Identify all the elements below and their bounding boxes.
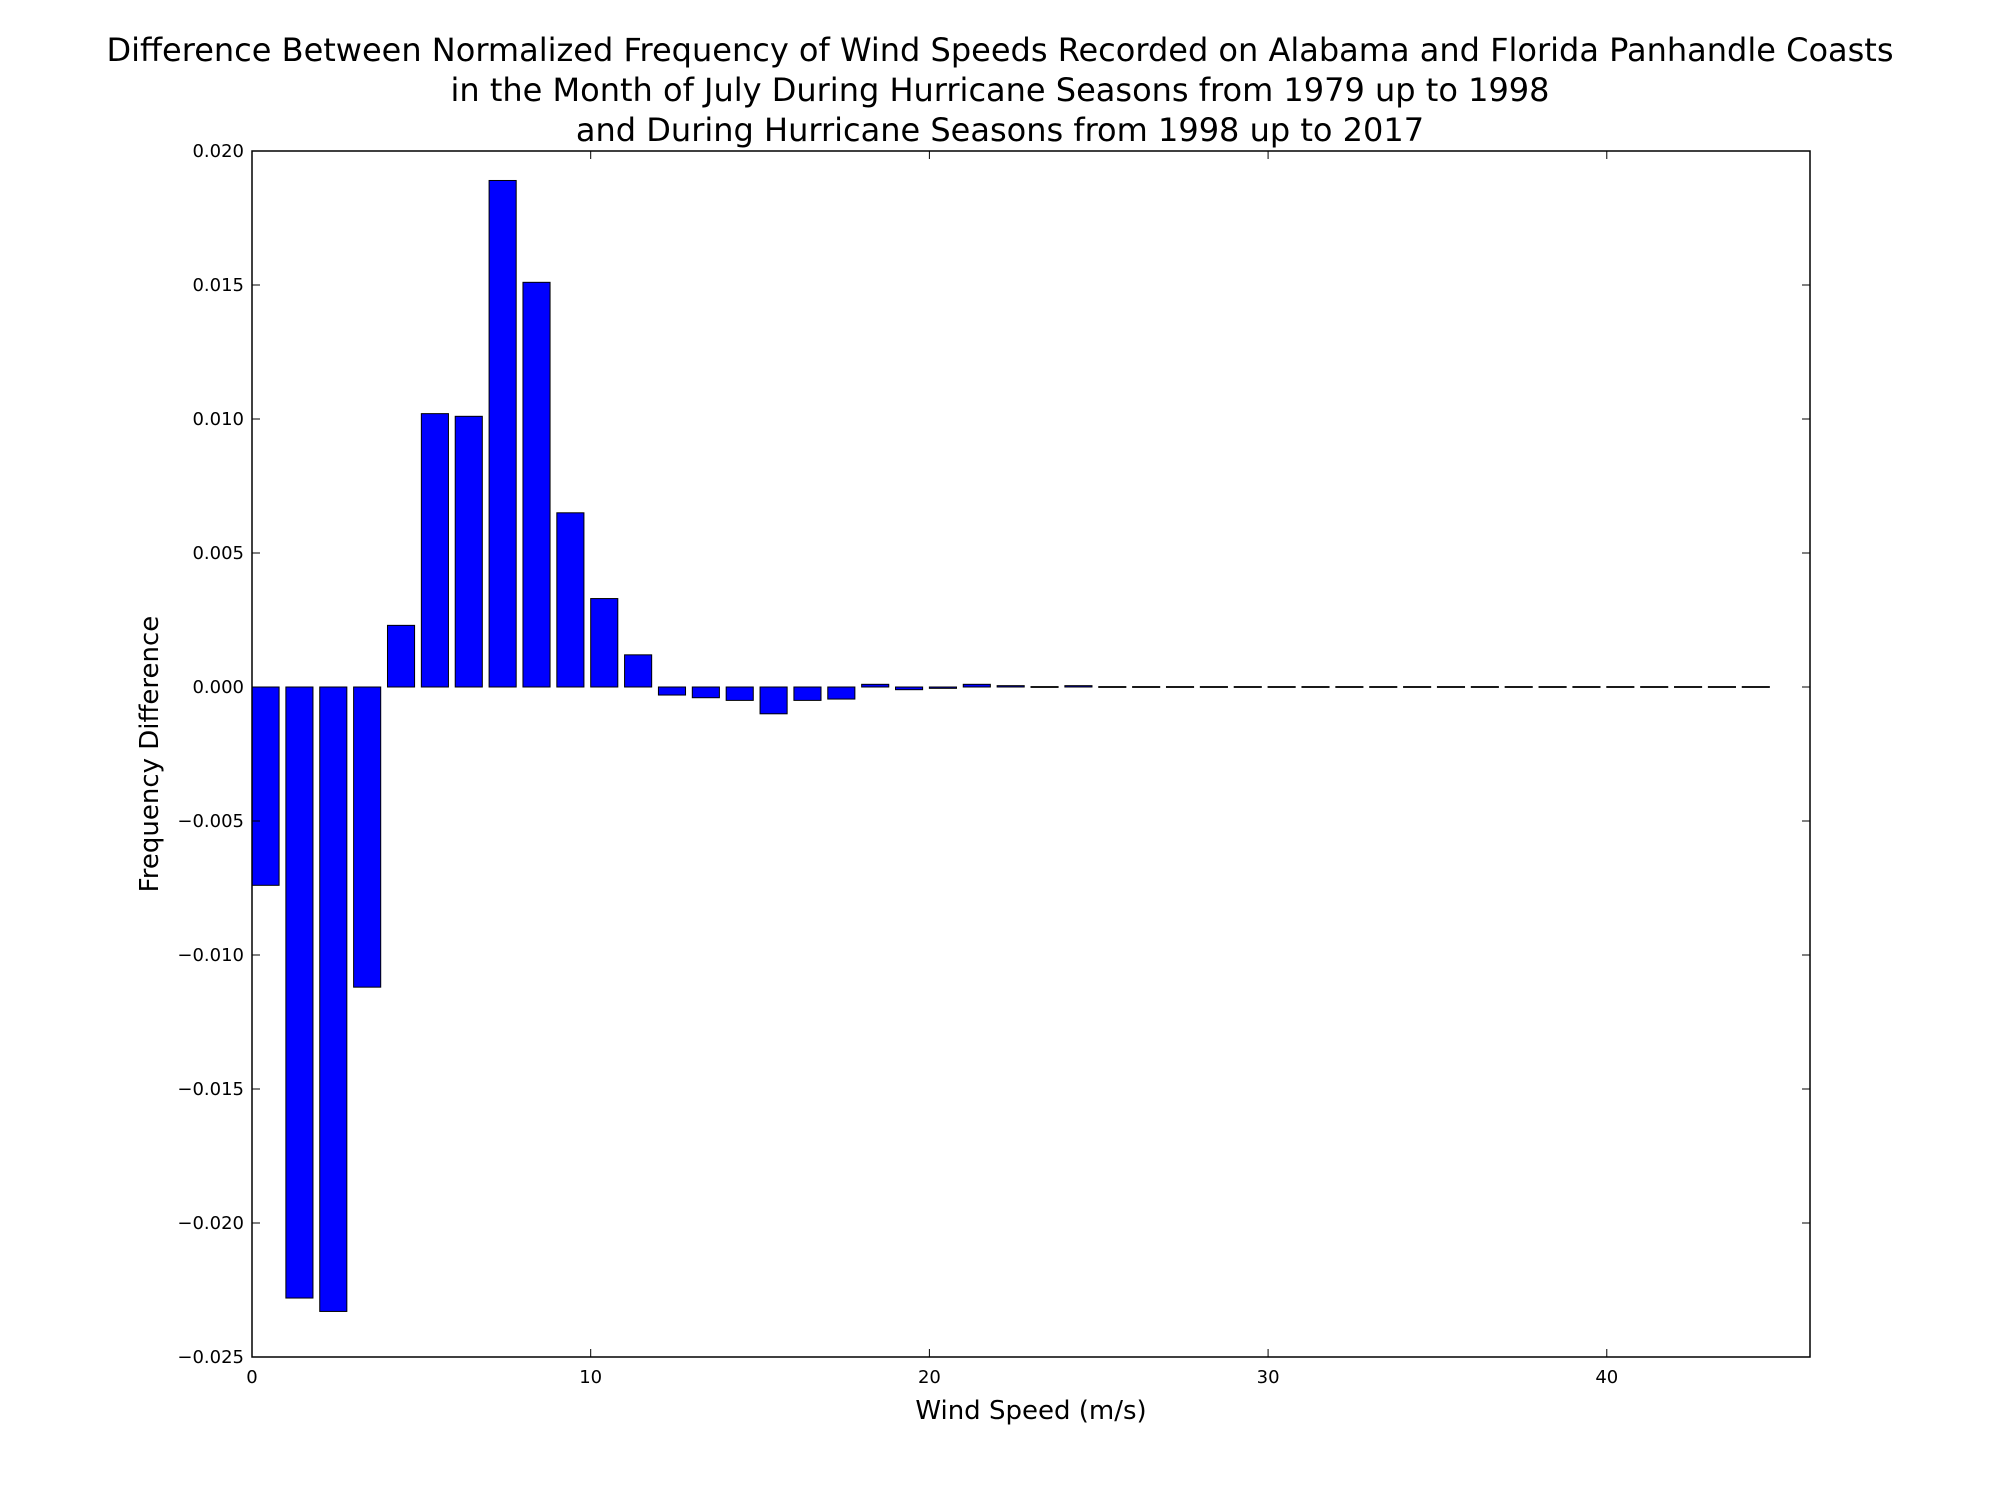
bar-11: [624, 654, 653, 688]
bar-9: [556, 512, 585, 688]
bar-28: [1199, 686, 1228, 688]
bar-29: [1233, 686, 1262, 688]
bar-21: [962, 683, 991, 688]
x-tick-label: 10: [579, 1367, 602, 1388]
y-tick-label: −0.025: [177, 1347, 244, 1368]
bar-34: [1403, 686, 1432, 688]
bar-38: [1538, 686, 1567, 688]
y-tick-label: 0.020: [192, 141, 244, 162]
bar-7: [488, 179, 517, 688]
bar-22: [996, 685, 1025, 688]
bar-15: [759, 686, 788, 715]
bar-19: [895, 686, 924, 691]
x-tick-label: 30: [1257, 1367, 1280, 1388]
y-tick-label: −0.020: [177, 1213, 244, 1234]
bar-33: [1369, 686, 1398, 688]
bar-40: [1606, 686, 1635, 688]
bar-18: [861, 683, 890, 688]
bar-32: [1335, 686, 1364, 688]
bar-14: [725, 686, 754, 701]
bar-35: [1436, 686, 1466, 688]
bar-42: [1674, 686, 1703, 688]
bar-13: [691, 686, 720, 699]
ticks-group: 0 10 20 30 40 −0.025 −0.020 −0.015 −0.010 −0.005 0…: [177, 141, 1810, 1388]
x-axis-label: Wind Speed (m/s): [915, 1396, 1146, 1426]
y-axis-label: Frequency Difference: [135, 616, 165, 893]
bar-39: [1572, 686, 1601, 688]
bar-12: [657, 686, 687, 696]
y-tick-label: 0.015: [192, 275, 244, 296]
bar-16: [793, 686, 822, 701]
bar-20: [928, 686, 957, 689]
bar-0: [251, 686, 280, 886]
chart-title-line-3: and During Hurricane Seasons from 1998 u…: [575, 111, 1425, 149]
bar-27: [1165, 686, 1195, 688]
y-tick-label: −0.010: [177, 945, 244, 966]
chart-title-line-1: Difference Between Normalized Frequency …: [106, 31, 1894, 69]
y-tick-label: −0.005: [177, 811, 244, 832]
y-tick-label: −0.015: [177, 1079, 244, 1100]
bar-36: [1470, 686, 1499, 688]
y-tick-label: 0.005: [192, 543, 244, 564]
bar-30: [1267, 686, 1296, 688]
x-tick-label: 0: [246, 1367, 257, 1388]
bar-23: [1030, 686, 1059, 688]
y-tick-label: 0.010: [192, 409, 244, 430]
bar-26: [1132, 686, 1161, 688]
bar-25: [1098, 686, 1127, 688]
bar-43: [1707, 686, 1736, 688]
bar-24: [1064, 685, 1093, 688]
bar-6: [454, 415, 483, 688]
bar-44: [1741, 686, 1770, 688]
bar-3: [353, 686, 382, 988]
y-tick-label: 0.000: [192, 677, 244, 698]
chart-title: Difference Between Normalized Frequency …: [0, 30, 2000, 150]
x-tick-label: 20: [918, 1367, 941, 1388]
bars-group: [251, 179, 1770, 1312]
bar-41: [1640, 686, 1669, 688]
bar-17: [827, 686, 856, 700]
chart-title-line-2: in the Month of July During Hurricane Se…: [450, 71, 1550, 109]
bar-37: [1504, 686, 1533, 688]
x-tick-label: 40: [1595, 1367, 1618, 1388]
bar-8: [522, 281, 551, 688]
bar-31: [1301, 686, 1330, 688]
bar-5: [420, 413, 449, 688]
bar-1: [285, 686, 314, 1299]
bar-10: [590, 598, 619, 688]
bar-4: [386, 624, 416, 688]
plot-frame: [251, 150, 1811, 1358]
bar-2: [319, 686, 348, 1312]
